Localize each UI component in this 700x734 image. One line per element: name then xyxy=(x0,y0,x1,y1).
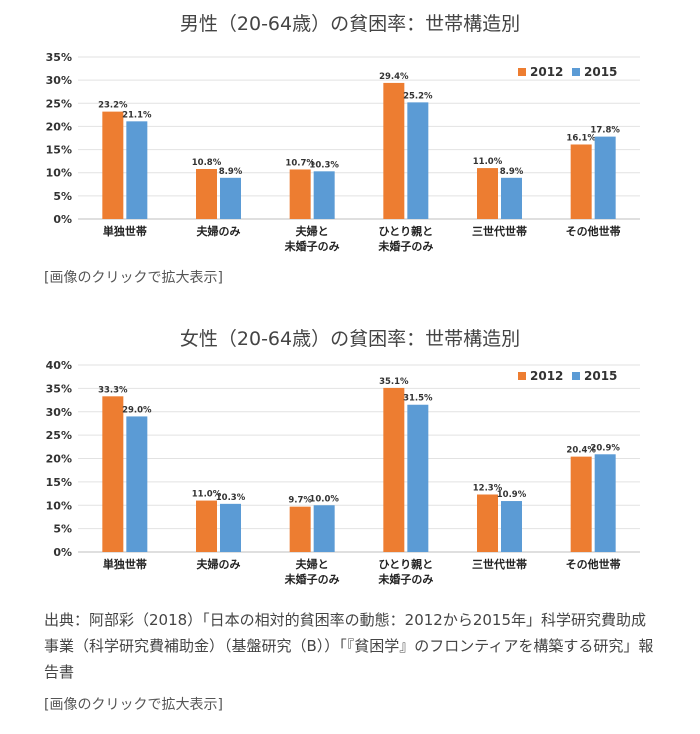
bar-2015 xyxy=(594,454,616,552)
category-label: 夫婦のみ xyxy=(197,557,241,571)
category-label: 夫婦のみ xyxy=(197,224,241,238)
y-tick-label: 0% xyxy=(53,213,72,226)
bar-2012 xyxy=(570,144,592,219)
y-tick-label: 10% xyxy=(46,167,72,180)
data-label-2015: 10.0% xyxy=(309,494,339,504)
data-label-2012: 11.0% xyxy=(192,490,222,500)
data-label-2015: 10.9% xyxy=(497,490,527,500)
data-label-2015: 8.9% xyxy=(500,167,524,177)
bar-2012 xyxy=(102,396,124,552)
data-label-2012: 10.7% xyxy=(285,158,315,168)
y-tick-label: 5% xyxy=(53,190,72,203)
category-label: 夫婦と xyxy=(296,557,329,571)
legend-label-2012: 2012 xyxy=(530,369,563,383)
y-tick-label: 35% xyxy=(46,382,72,395)
category-label: 未婚子のみ xyxy=(284,572,340,586)
data-label-2012: 35.1% xyxy=(379,377,409,387)
data-label-2015: 21.1% xyxy=(122,110,152,120)
data-label-2015: 17.8% xyxy=(590,126,620,136)
legend-swatch-2012 xyxy=(518,372,526,380)
category-label: ひとり親と xyxy=(378,557,433,571)
category-label: 三世代世帯 xyxy=(472,224,527,238)
category-label: ひとり親と xyxy=(378,224,433,238)
legend-swatch-2015 xyxy=(572,372,580,380)
category-label: その他世帯 xyxy=(566,224,621,238)
category-label: 未婚子のみ xyxy=(377,239,433,253)
bar-2012 xyxy=(196,169,217,219)
y-tick-label: 5% xyxy=(53,523,72,536)
bar-2012 xyxy=(383,82,405,219)
legend-swatch-2012 xyxy=(518,68,526,76)
data-label-2012: 20.4% xyxy=(566,446,596,456)
bar-2015 xyxy=(126,121,148,219)
y-tick-label: 15% xyxy=(46,144,72,157)
data-label-2015: 8.9% xyxy=(219,167,243,177)
data-label-2012: 29.4% xyxy=(379,72,409,82)
y-tick-label: 25% xyxy=(46,97,72,110)
y-tick-label: 20% xyxy=(46,120,72,133)
y-tick-label: 35% xyxy=(46,51,72,64)
female-poverty-chart: 女性（20-64歳）の貧困率：世帯構造別 0% 5% 10% 15% 20% 25% 30% 3… xyxy=(46,328,640,586)
data-label-2012: 11.0% xyxy=(473,157,503,167)
bar-2015 xyxy=(220,177,241,219)
bar-2015 xyxy=(313,171,335,219)
legend-label-2012: 2012 xyxy=(530,65,563,79)
y-tick-label: 30% xyxy=(46,406,72,419)
category-label: その他世帯 xyxy=(566,557,621,571)
data-label-2015: 10.3% xyxy=(216,493,246,503)
category-label: 単独世帯 xyxy=(103,224,147,238)
data-label-2012: 12.3% xyxy=(473,483,503,493)
bar-2015 xyxy=(594,136,616,219)
y-tick-label: 15% xyxy=(46,476,72,489)
data-label-2015: 31.5% xyxy=(403,394,433,404)
bar-2015 xyxy=(407,102,429,219)
bar-2015 xyxy=(407,404,429,552)
data-label-2015: 25.2% xyxy=(403,91,433,101)
bar-2012 xyxy=(570,456,592,552)
data-label-2012: 23.2% xyxy=(98,101,128,111)
bar-2012 xyxy=(196,500,217,552)
bar-2015 xyxy=(501,177,522,219)
data-label-2012: 10.8% xyxy=(192,158,222,168)
y-tick-label: 30% xyxy=(46,74,72,87)
enlarge-image-link-2[interactable]: [画像のクリックで拡大表示] xyxy=(44,697,223,713)
y-tick-label: 40% xyxy=(46,359,72,372)
category-label: 夫婦と xyxy=(296,224,329,238)
category-label: 単独世帯 xyxy=(103,557,147,571)
source-citation: 出典：阿部彩（2018）「日本の相対的貧困率の動態：2012から2015年」科学… xyxy=(44,611,654,681)
data-label-2012: 16.1% xyxy=(566,133,596,143)
male-poverty-chart: 男性（20-64歳）の貧困率：世帯構造別 0% 5% 10% 15% 20% 25% 30% 3… xyxy=(46,13,640,253)
y-tick-label: 25% xyxy=(46,429,72,442)
chart-title: 男性（20-64歳）の貧困率：世帯構造別 xyxy=(180,13,520,35)
legend-label-2015: 2015 xyxy=(584,369,617,383)
data-label-2012: 9.7% xyxy=(288,496,312,506)
bar-2012 xyxy=(289,169,311,219)
data-label-2012: 33.3% xyxy=(98,385,128,395)
bar-2015 xyxy=(313,505,335,552)
bar-2012 xyxy=(289,506,311,552)
data-label-2015: 10.3% xyxy=(309,160,339,170)
bar-2015 xyxy=(126,416,148,552)
data-label-2015: 29.0% xyxy=(122,405,152,415)
chart-title: 女性（20-64歳）の貧困率：世帯構造別 xyxy=(180,328,520,350)
category-label: 三世代世帯 xyxy=(472,557,527,571)
legend-swatch-2015 xyxy=(572,68,580,76)
category-label: 未婚子のみ xyxy=(284,239,340,253)
bar-2012 xyxy=(383,387,405,552)
y-tick-label: 20% xyxy=(46,453,72,466)
legend-label-2015: 2015 xyxy=(584,65,617,79)
enlarge-image-link-1[interactable]: [画像のクリックで拡大表示] xyxy=(44,270,223,286)
bar-2012 xyxy=(102,111,124,219)
category-label: 未婚子のみ xyxy=(377,572,433,586)
bar-2012 xyxy=(477,168,498,219)
data-label-2015: 20.9% xyxy=(590,443,620,453)
bar-2012 xyxy=(477,494,498,552)
bar-2015 xyxy=(220,503,241,552)
y-tick-label: 0% xyxy=(53,546,72,559)
y-tick-label: 10% xyxy=(46,499,72,512)
bar-2015 xyxy=(501,501,522,552)
